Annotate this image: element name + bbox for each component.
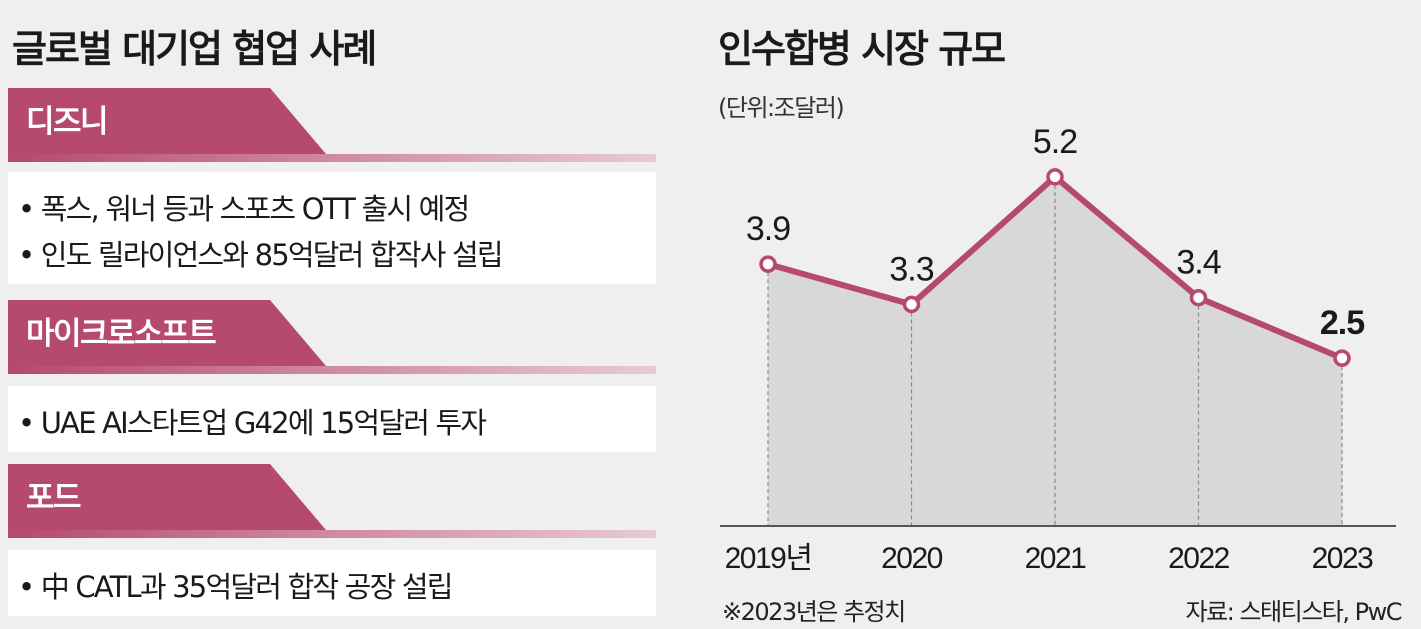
- chart-source: 자료: 스태티스타, PwC: [1185, 598, 1403, 626]
- data-point-2022: [1189, 288, 1208, 307]
- section-microsoft: 마이크로소프트 • UAE AI스타트업 G42에 15억달러 투자: [8, 300, 656, 452]
- x-tick-label: 2020: [881, 542, 943, 575]
- chart-footnote: ※2023년은 추정치: [722, 598, 906, 626]
- data-label: 3.3: [889, 250, 933, 288]
- data-label: 5.2: [1033, 123, 1077, 161]
- data-label: 3.9: [746, 210, 790, 248]
- list-item: • 폭스, 워너 등과 스포츠 OTT 출시 예정: [18, 192, 470, 226]
- data-point-2023: [1333, 349, 1351, 367]
- section-tag-label: 디즈니: [26, 104, 109, 140]
- section-tag-shape: [8, 88, 656, 162]
- section-tag-label: 포드: [26, 480, 82, 516]
- section-disney: 디즈니 • 폭스, 워너 등과 스포츠 OTT 출시 예정 • 인도 릴라이언스…: [8, 88, 656, 288]
- chart-title: 인수합병 시장 규모: [718, 27, 1006, 71]
- data-label: 2.5: [1320, 304, 1364, 342]
- section-items: • UAE AI스타트업 G42에 15억달러 투자: [8, 386, 656, 452]
- data-point-2019년: [759, 255, 777, 273]
- section-tag-label: 마이크로소프트: [26, 316, 217, 352]
- section-ford: 포드 • 中 CATL과 35억달러 합작 공장 설립: [8, 464, 656, 624]
- list-item: • 인도 릴라이언스와 85억달러 합작사 설립: [18, 238, 504, 272]
- section-items: • 中 CATL과 35억달러 합작 공장 설립: [8, 550, 656, 616]
- x-tick-label: 2022: [1168, 542, 1230, 575]
- left-panel: 글로벌 대기업 협업 사례 디즈니 • 폭스, 워너 등과 스포츠 OTT 출시…: [0, 0, 660, 629]
- list-item: • UAE AI스타트업 G42에 15억달러 투자: [18, 406, 487, 440]
- x-tick-label: 2021: [1025, 542, 1087, 575]
- section-items: • 폭스, 워너 등과 스포츠 OTT 출시 예정 • 인도 릴라이언스와 85…: [8, 172, 656, 284]
- chart-unit: (단위:조달러): [718, 94, 845, 122]
- x-tick-label: 2019년: [725, 542, 812, 575]
- data-point-2020: [902, 295, 921, 314]
- panel-title: 글로벌 대기업 협업 사례: [12, 27, 377, 71]
- data-label: 3.4: [1176, 244, 1220, 282]
- section-tag-shape: [8, 300, 656, 374]
- list-item: • 中 CATL과 35억달러 합작 공장 설립: [18, 570, 453, 604]
- x-tick-label: 2023: [1312, 542, 1374, 575]
- section-tag-shape: [8, 464, 656, 538]
- data-point-2021: [1046, 168, 1064, 186]
